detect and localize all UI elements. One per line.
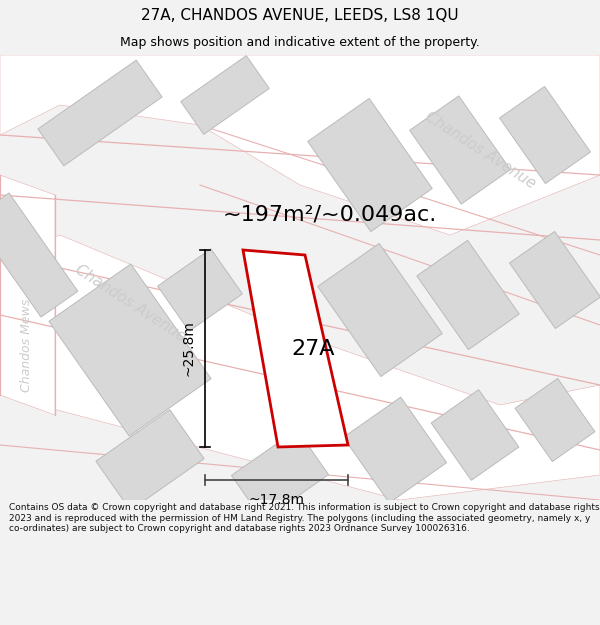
Polygon shape	[0, 175, 55, 415]
Polygon shape	[96, 409, 204, 511]
Polygon shape	[232, 429, 329, 521]
Polygon shape	[181, 56, 269, 134]
Text: Chandos Avenue: Chandos Avenue	[422, 109, 538, 191]
Polygon shape	[343, 397, 446, 503]
Polygon shape	[243, 250, 348, 447]
Text: Chandos Mews: Chandos Mews	[20, 298, 34, 392]
Text: Contains OS data © Crown copyright and database right 2021. This information is : Contains OS data © Crown copyright and d…	[9, 503, 599, 533]
Text: Map shows position and indicative extent of the property.: Map shows position and indicative extent…	[120, 36, 480, 49]
Text: ~197m²/~0.049ac.: ~197m²/~0.049ac.	[223, 205, 437, 225]
Polygon shape	[410, 96, 511, 204]
Polygon shape	[417, 241, 519, 349]
Polygon shape	[158, 249, 242, 331]
Polygon shape	[38, 60, 162, 166]
Polygon shape	[318, 244, 442, 376]
Text: 27A: 27A	[292, 339, 335, 359]
Polygon shape	[0, 235, 600, 500]
Text: 27A, CHANDOS AVENUE, LEEDS, LS8 1QU: 27A, CHANDOS AVENUE, LEEDS, LS8 1QU	[141, 8, 459, 23]
Polygon shape	[515, 379, 595, 461]
Polygon shape	[308, 99, 432, 231]
Polygon shape	[509, 231, 600, 329]
Text: ~17.8m: ~17.8m	[248, 493, 305, 507]
Polygon shape	[500, 86, 590, 184]
Polygon shape	[431, 390, 519, 480]
Polygon shape	[0, 193, 78, 317]
Polygon shape	[0, 55, 600, 235]
Polygon shape	[49, 264, 211, 436]
Text: Chandos Avenue: Chandos Avenue	[72, 262, 188, 344]
Text: ~25.8m: ~25.8m	[182, 321, 196, 376]
